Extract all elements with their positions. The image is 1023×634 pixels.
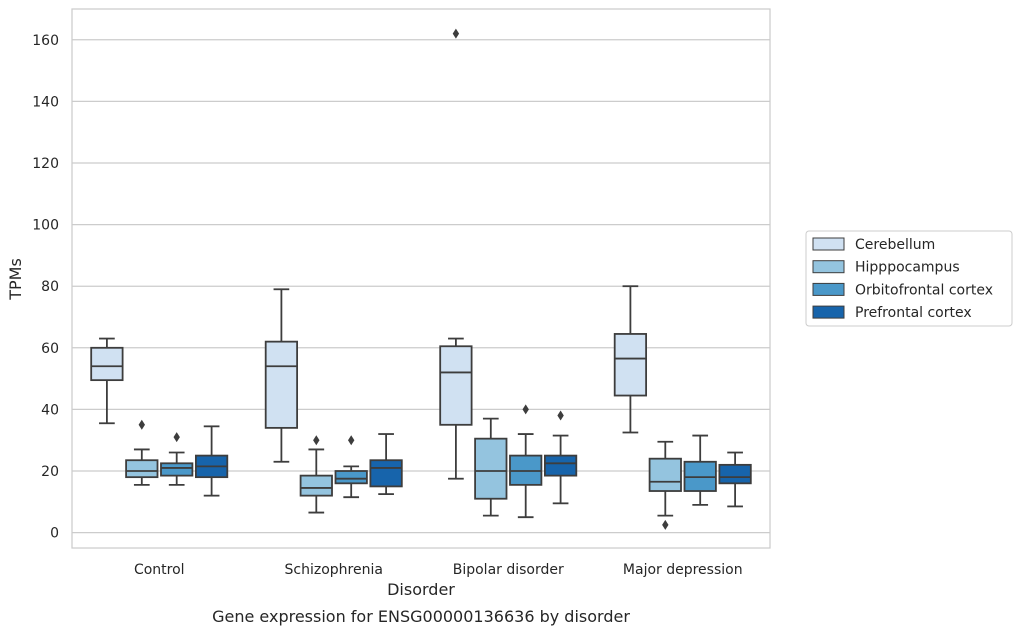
box: [718, 463, 752, 485]
box-plot: [543, 410, 578, 505]
legend-swatch: [812, 260, 845, 274]
x-tick-label: Control: [134, 562, 185, 578]
box-plot: [334, 435, 368, 499]
box-plot: [90, 337, 124, 425]
plot-frame: [71, 8, 771, 549]
y-axis-label: TPMs: [6, 258, 25, 301]
y-tick-label: 140: [32, 94, 59, 110]
box: [369, 459, 403, 488]
box: [264, 340, 299, 429]
box-plot: [369, 433, 403, 496]
legend-swatch: [812, 237, 845, 251]
box: [648, 457, 682, 492]
legend-label: Cerebellum: [855, 237, 935, 253]
box: [474, 437, 508, 500]
box-plot: [509, 404, 543, 519]
x-axis-label: Disorder: [387, 580, 455, 599]
y-tick-label: 80: [41, 279, 59, 295]
box-plot: [613, 285, 648, 434]
y-tick-label: 160: [32, 33, 59, 49]
box-plot: [125, 419, 159, 486]
box: [543, 454, 578, 477]
box: [125, 459, 159, 479]
y-tick-label: 0: [50, 526, 59, 542]
x-tick-label: Schizophrenia: [285, 562, 383, 578]
x-tick-label: Major depression: [623, 562, 743, 578]
y-tick-label: 60: [41, 341, 59, 357]
legend-items: Cerebellum Hipppocampus Orbitofrontal cort…: [812, 237, 993, 321]
y-tick-label: 40: [41, 402, 59, 418]
outlier-point: [662, 519, 669, 530]
box-plot: [439, 28, 473, 480]
box-plot: [264, 288, 299, 463]
box-plot: [160, 432, 194, 486]
outlier-point: [348, 435, 355, 446]
box-plot: [648, 440, 682, 530]
box: [299, 474, 333, 497]
outlier-point: [138, 419, 145, 430]
box: [334, 470, 368, 485]
outlier-point: [313, 435, 320, 446]
box-plot: [683, 434, 717, 506]
box-plot: [299, 435, 333, 514]
legend-label: Hipppocampus: [855, 260, 960, 276]
box: [90, 346, 124, 382]
outlier-point: [557, 410, 564, 421]
legend-swatch: [812, 282, 845, 296]
box-plot: [194, 425, 229, 497]
box: [613, 333, 648, 397]
y-tick-labels: 0 20 40 60 80 100 120 140 160: [32, 33, 59, 542]
legend-swatch: [812, 305, 845, 319]
y-tick-label: 20: [41, 464, 59, 480]
box-plots: [90, 28, 752, 530]
box-plot: [474, 417, 508, 517]
box: [160, 462, 194, 477]
box: [439, 345, 473, 426]
y-tick-label: 100: [32, 218, 59, 234]
outlier-point: [173, 432, 180, 443]
outlier-point: [522, 404, 529, 415]
legend-frame: [805, 230, 1013, 327]
y-tick-label: 120: [32, 156, 59, 172]
chart-title: Gene expression for ENSG00000136636 by d…: [212, 607, 630, 626]
x-tick-label: Bipolar disorder: [453, 562, 564, 578]
box-plot: [718, 451, 752, 508]
legend-label: Prefrontal cortex: [855, 305, 972, 321]
legend-label: Orbitofrontal cortex: [855, 282, 993, 298]
legend: Cerebellum Hipppocampus Orbitofrontal cort…: [805, 230, 1013, 327]
x-tick-labels: Control Schizophrenia Bipolar disorder Majo…: [134, 562, 743, 578]
outlier-point: [452, 28, 460, 39]
